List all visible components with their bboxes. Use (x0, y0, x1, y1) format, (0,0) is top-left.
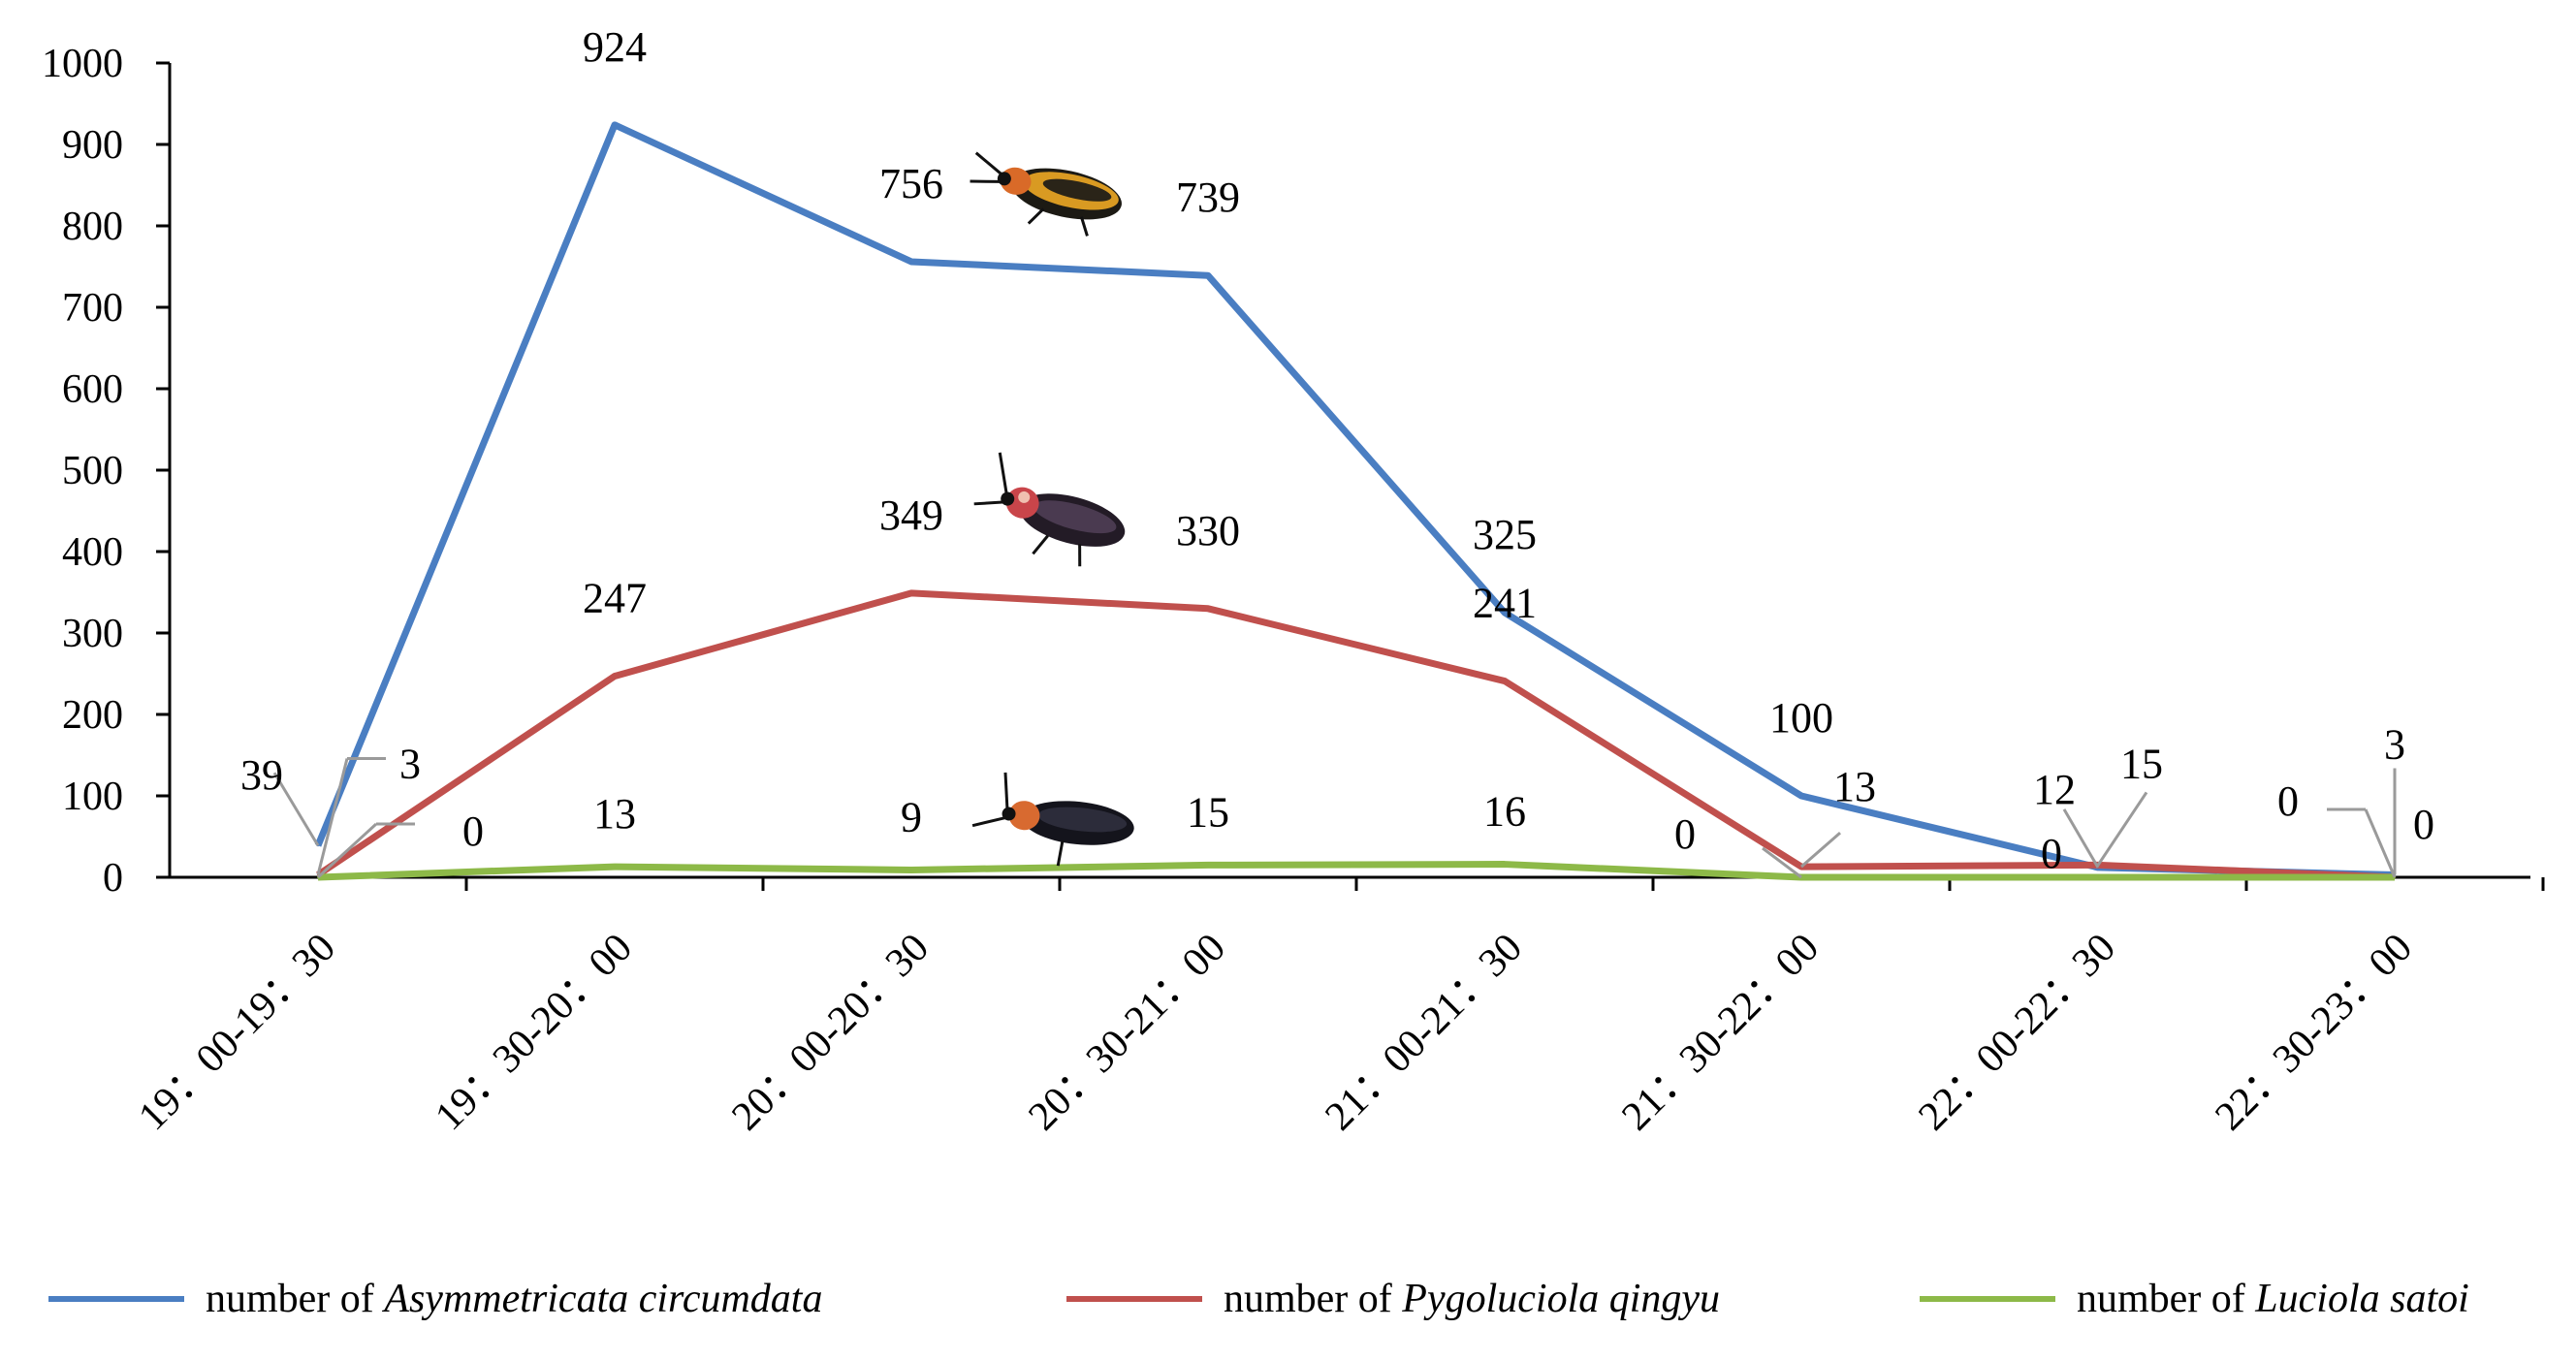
y-tick-label: 700 (62, 286, 123, 331)
leader-line (2096, 791, 2148, 867)
leader-line (272, 772, 320, 847)
data-label: 349 (879, 491, 943, 539)
y-tick-label: 400 (62, 530, 123, 575)
y-tick-label: 1000 (42, 42, 123, 86)
legend-label-luciola: number of Luciola satoi (2077, 1277, 2469, 1321)
data-label: 15 (2120, 740, 2163, 787)
series-line-2 (317, 861, 2395, 881)
leader-line (1762, 846, 1802, 879)
data-point (910, 591, 912, 594)
data-point (910, 260, 912, 263)
data-label: 924 (583, 23, 647, 71)
data-label: 739 (1176, 174, 1240, 221)
series-lines (314, 121, 2396, 881)
y-tick-label: 0 (103, 856, 123, 901)
data-label: 9 (901, 793, 922, 840)
legend-swatch-asymmetricata (48, 1296, 184, 1302)
data-point (2097, 876, 2099, 878)
x-tick-label: 20：00-20：30 (723, 926, 938, 1140)
y-tick-label: 600 (62, 367, 123, 412)
legend-label-asymmetricata: number of Asymmetricata circumdata (206, 1277, 823, 1321)
firefly-asymmetricata-icon (970, 151, 1122, 237)
data-label: 0 (2041, 830, 2062, 877)
legend-item-pygoluciola: number of Pygoluciola qingyu (1066, 1270, 1720, 1328)
data-label: 241 (1473, 580, 1537, 627)
y-tick-label: 200 (62, 693, 123, 738)
data-label: 0 (1674, 810, 1696, 858)
y-axis-ticks: 0 100 200 300 400 500 600 700 800 900 1000 (42, 42, 170, 901)
y-tick-label: 500 (62, 449, 123, 493)
y-tick-label: 800 (62, 205, 123, 249)
data-label: 39 (240, 751, 283, 799)
leader-line (2062, 808, 2100, 869)
legend-swatch-pygoluciola (1066, 1296, 1202, 1302)
data-label: 0 (2277, 777, 2299, 825)
x-axis-ticks: 19：00-19：30 19：30-20：00 20：00-20：30 20：30-2… (130, 877, 2545, 1140)
data-label: 3 (399, 740, 421, 787)
legend-item-luciola: number of Luciola satoi (1920, 1270, 2469, 1328)
data-label: 756 (879, 160, 943, 207)
data-label: 3 (2384, 720, 2405, 768)
data-point (1504, 612, 1506, 614)
data-point (1207, 607, 1209, 610)
data-label: 325 (1473, 511, 1537, 558)
x-tick-label: 19：30-20：00 (427, 926, 641, 1140)
x-tick-label: 20：30-21：00 (1020, 926, 1234, 1140)
leader-line (316, 822, 378, 879)
data-point (1207, 864, 1209, 867)
y-tick-label: 900 (62, 123, 123, 168)
data-label: 0 (462, 807, 484, 855)
leader-line (316, 758, 349, 875)
series-line-1 (316, 589, 2396, 881)
label-leader-lines (272, 756, 2397, 879)
y-tick-label: 300 (62, 612, 123, 656)
data-label: 13 (593, 790, 636, 838)
leader-line (2364, 808, 2397, 878)
data-point (614, 866, 616, 869)
data-label: 0 (2413, 801, 2434, 848)
legend-item-asymmetricata: number of Asymmetricata circumdata (48, 1270, 822, 1328)
firefly-pygoluciola-icon (973, 452, 1126, 567)
data-point (1504, 863, 1506, 866)
chart-axes (168, 63, 2530, 879)
data-point (1207, 274, 1209, 277)
chart-legend: number of Asymmetricata circumdata numbe… (0, 1270, 2576, 1328)
data-labels: 39 924 756 739 325 100 12 3 3 247 349 330 241 13 15 0 0 1… (240, 23, 2434, 877)
data-label: 16 (1483, 788, 1526, 836)
data-point (910, 869, 912, 871)
data-point (1504, 680, 1506, 682)
data-label: 15 (1187, 788, 1229, 836)
data-label: 12 (2033, 766, 2076, 813)
data-label: 13 (1833, 763, 1876, 810)
data-label: 330 (1176, 507, 1240, 554)
y-tick-label: 100 (62, 775, 123, 819)
series-line-0 (314, 121, 2396, 878)
x-tick-label: 21：00-21：30 (1317, 926, 1531, 1140)
x-tick-label: 21：30-22：00 (1613, 926, 1828, 1140)
legend-swatch-luciola (1920, 1296, 2055, 1302)
legend-label-pygoluciola: number of Pygoluciola qingyu (1224, 1277, 1721, 1321)
data-point (1800, 795, 1802, 797)
data-label: 100 (1769, 694, 1833, 742)
data-point (614, 675, 616, 678)
x-tick-label: 22：00-22：30 (1910, 926, 2124, 1140)
data-point (614, 123, 616, 126)
x-tick-label: 22：30-23：00 (2207, 926, 2421, 1140)
firefly-luciola-icon (971, 772, 1134, 867)
leader-line (1800, 831, 1841, 869)
x-tick-label: 19：00-19：30 (130, 926, 344, 1140)
data-label: 247 (583, 575, 647, 622)
